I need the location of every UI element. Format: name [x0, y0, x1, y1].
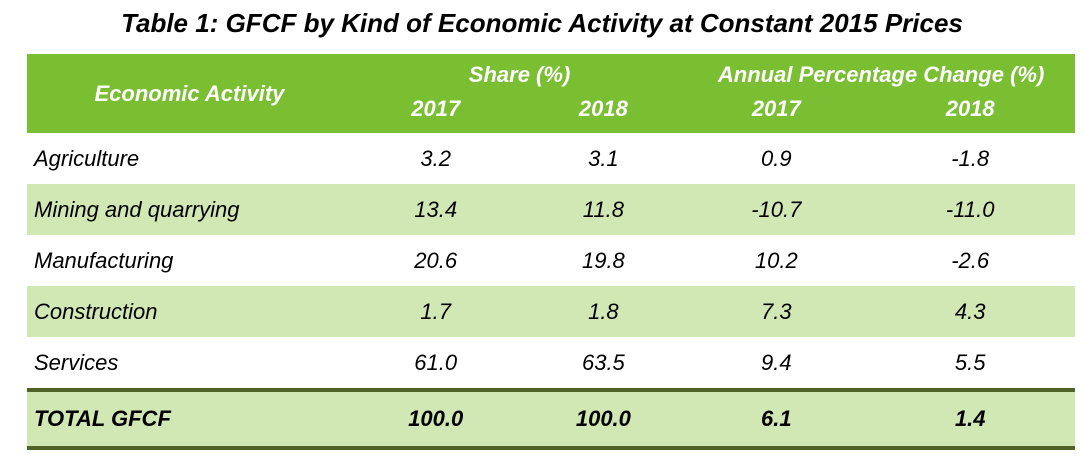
cell-share-2017: 20.6	[414, 247, 458, 273]
cell-share-2018: 1.8	[519, 286, 688, 337]
col-header-change-2018: 2018	[865, 96, 1075, 133]
row-label: Mining and quarrying	[27, 184, 352, 235]
cell-change-2018: 5.5	[954, 349, 986, 375]
col-group-annual-change: Annual Percentage Change (%)	[687, 54, 1075, 96]
row-label: Services	[34, 349, 119, 375]
cell-share-2018: 63.5	[581, 349, 625, 375]
total-change-2017: 6.1	[687, 388, 866, 450]
cell-share-2018: 19.8	[581, 247, 625, 273]
cell-share-2018: 11.8	[519, 184, 688, 235]
row-label: Agriculture	[34, 145, 140, 171]
cell-change-2017: 10.2	[754, 247, 798, 273]
cell-change-2018: -2.6	[951, 247, 990, 273]
cell-change-2018: -11.0	[865, 184, 1075, 235]
col-header-economic-activity: Economic Activity	[27, 54, 352, 133]
col-header-share-2018: 2018	[519, 96, 688, 133]
col-group-share: Share (%)	[351, 54, 688, 96]
table-row-manufacturing: Manufacturing 20.6 19.8 10.2 -2.6	[27, 235, 1075, 286]
cell-share-2017: 3.2	[420, 145, 451, 171]
table-title: Table 1: GFCF by Kind of Economic Activi…	[121, 8, 963, 38]
cell-change-2017: -10.7	[687, 184, 866, 235]
col-header-share-2017: 2017	[351, 96, 520, 133]
total-change-2018: 1.4	[865, 388, 1075, 450]
cell-change-2017: 9.4	[761, 349, 792, 375]
cell-share-2017: 61.0	[414, 349, 458, 375]
gfcf-table: Economic Activity Share (%) Annual Perce…	[27, 54, 1075, 450]
cell-change-2017: 0.9	[761, 145, 792, 171]
col-header-change-2017: 2017	[687, 96, 866, 133]
cell-change-2018: -1.8	[951, 145, 990, 171]
table-header: Economic Activity Share (%) Annual Perce…	[27, 54, 1075, 133]
table-row-construction: Construction 1.7 1.8 7.3 4.3	[27, 286, 1075, 337]
table-row-mining: Mining and quarrying 13.4 11.8 -10.7 -11…	[27, 184, 1075, 235]
table-body: Agriculture 3.2 3.1 0.9 -1.8 Mining and …	[27, 133, 1075, 450]
cell-share-2017: 1.7	[351, 286, 520, 337]
header-group-row: Economic Activity Share (%) Annual Perce…	[27, 54, 1075, 133]
cell-change-2017: 7.3	[687, 286, 866, 337]
table-row-services: Services 61.0 63.5 9.4 5.5	[27, 337, 1075, 390]
cell-change-2018: 4.3	[865, 286, 1075, 337]
row-label: Manufacturing	[34, 247, 174, 273]
row-label: Construction	[27, 286, 352, 337]
table-row-total: TOTAL GFCF 100.0 100.0 6.1 1.4	[27, 388, 1075, 450]
cell-share-2017: 13.4	[351, 184, 520, 235]
cell-share-2018: 3.1	[588, 145, 619, 171]
total-share-2017: 100.0	[351, 388, 520, 450]
total-label: TOTAL GFCF	[27, 388, 352, 450]
header-year-row: 2017 2018 2017 2018	[27, 96, 1075, 133]
table-row-agriculture: Agriculture 3.2 3.1 0.9 -1.8	[27, 133, 1075, 184]
total-share-2018: 100.0	[519, 388, 688, 450]
